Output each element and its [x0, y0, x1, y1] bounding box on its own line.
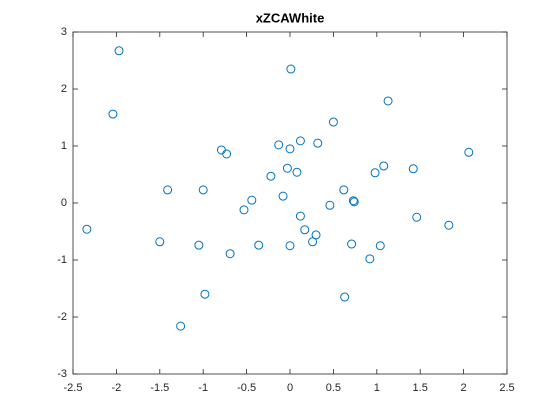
point [155, 237, 165, 247]
point [328, 117, 338, 127]
point [348, 196, 358, 206]
x-tick-label: -2.5 [64, 382, 83, 394]
y-tick-label: -2 [57, 311, 67, 323]
point [295, 136, 305, 146]
point [308, 237, 318, 247]
point [163, 185, 173, 195]
point [339, 185, 349, 195]
point [254, 240, 264, 250]
x-tick-label: 1.5 [413, 382, 428, 394]
x-tick-label: -1 [198, 382, 208, 394]
point [266, 171, 276, 181]
y-tick-label: 1 [61, 140, 67, 152]
point [464, 147, 474, 157]
point [408, 164, 418, 174]
point [225, 249, 235, 259]
point [216, 145, 226, 155]
point [340, 292, 350, 302]
point [176, 321, 186, 331]
point [412, 212, 422, 222]
x-tick-label: -0.5 [237, 382, 256, 394]
point [379, 161, 389, 171]
point [286, 64, 296, 74]
y-tick-label: 2 [61, 83, 67, 95]
x-tick-label: 2.5 [499, 382, 514, 394]
point [198, 185, 208, 195]
point [295, 211, 305, 221]
point [247, 195, 257, 205]
point [82, 224, 92, 234]
point [325, 200, 335, 210]
point [444, 220, 454, 230]
y-tick-label: -3 [57, 368, 67, 380]
point [194, 240, 204, 250]
point [347, 239, 357, 249]
chart-title: xZCAWhite [256, 10, 325, 25]
point [370, 168, 380, 178]
y-tick-label: -1 [57, 254, 67, 266]
x-tick-label: 1 [374, 382, 380, 394]
point [114, 46, 124, 56]
y-tick-label: 0 [61, 197, 67, 209]
point [349, 197, 359, 207]
point [274, 140, 284, 150]
point [313, 138, 323, 148]
point [285, 144, 295, 154]
point [285, 241, 295, 251]
point [365, 254, 375, 264]
y-tick-label: 3 [61, 26, 67, 38]
x-tick-label: 0 [287, 382, 293, 394]
point [383, 96, 393, 106]
point [200, 289, 210, 299]
axes-box [72, 31, 508, 375]
x-tick-label: -2 [112, 382, 122, 394]
x-tick-label: 0.5 [326, 382, 341, 394]
point [222, 149, 232, 159]
x-tick-label: -1.5 [150, 382, 169, 394]
point [300, 225, 310, 235]
point [278, 191, 288, 201]
point [282, 163, 292, 173]
point [108, 109, 118, 119]
x-tick-label: 2 [461, 382, 467, 394]
point [375, 241, 385, 251]
point [292, 167, 302, 177]
point [239, 205, 249, 215]
